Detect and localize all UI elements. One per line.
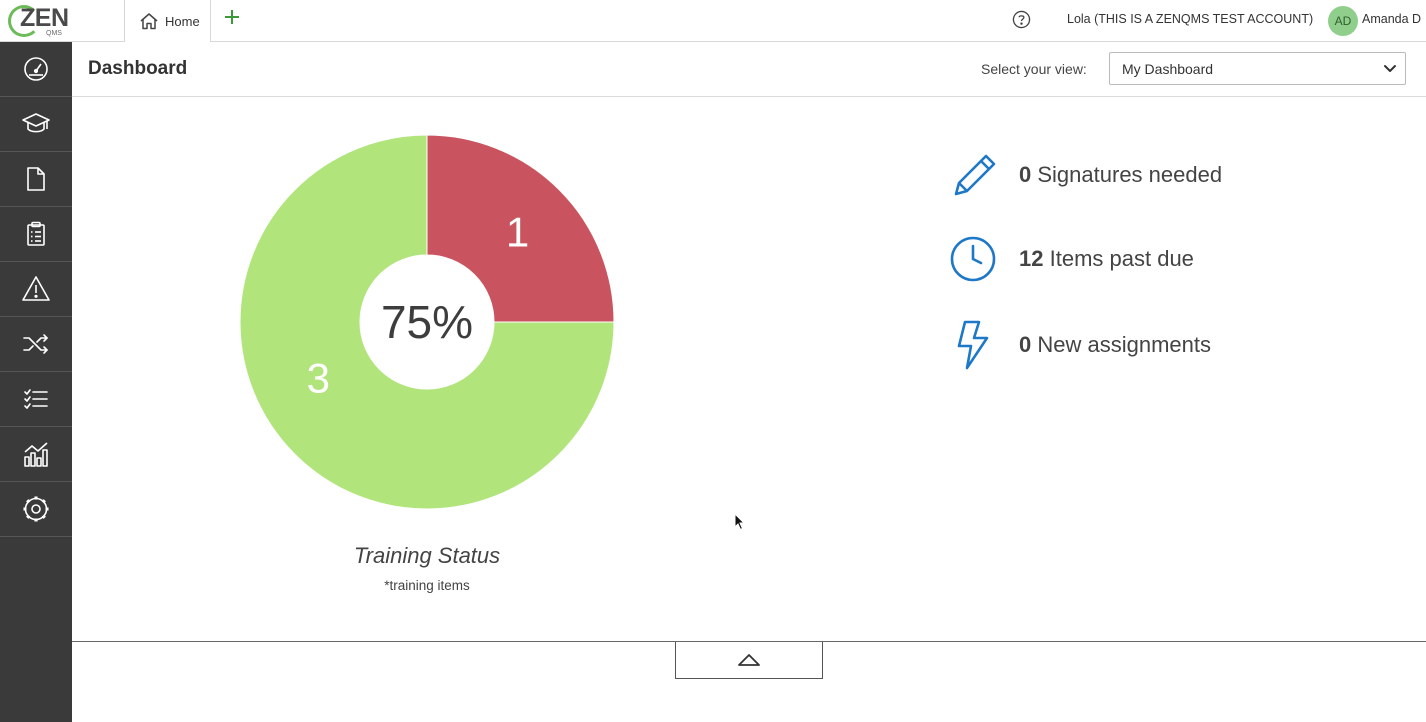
- dashboard-gauge-icon: [24, 57, 48, 81]
- stat-new-assignments[interactable]: 0 New assignments: [948, 320, 1348, 370]
- sidebar: [0, 42, 72, 722]
- analytics-icon: [24, 442, 48, 467]
- chart-subtitle: *training items: [384, 578, 470, 593]
- view-select-value: My Dashboard: [1122, 61, 1214, 77]
- zenqms-logo[interactable]: ZEN QMS: [0, 0, 72, 42]
- add-tab-button[interactable]: [222, 8, 242, 32]
- chevron-up-icon: [738, 654, 760, 666]
- plus-icon: [225, 10, 239, 24]
- donut-svg: 13: [239, 134, 615, 510]
- stat-past-due[interactable]: 12 Items past due: [948, 234, 1348, 284]
- stat-signatures-count: 0: [1019, 162, 1032, 187]
- view-select[interactable]: My Dashboard: [1109, 52, 1406, 85]
- donut-slice-label: 1: [506, 208, 529, 255]
- logo-word: ZEN: [20, 4, 69, 32]
- avatar[interactable]: AD: [1328, 6, 1358, 36]
- training-cap-icon: [22, 113, 50, 133]
- sidebar-item-documents[interactable]: [0, 152, 72, 207]
- clock-icon: [950, 236, 996, 282]
- sidebar-item-change-control[interactable]: [0, 317, 72, 372]
- home-icon: [140, 13, 158, 30]
- stat-signatures[interactable]: 0 Signatures needed: [948, 150, 1348, 200]
- page-header: Dashboard Select your view: My Dashboard: [72, 42, 1426, 97]
- logo-ring-icon: [8, 5, 40, 37]
- stat-past-due-count: 12: [1019, 246, 1044, 271]
- sidebar-item-reports[interactable]: [0, 427, 72, 482]
- user-name[interactable]: Amanda D: [1362, 12, 1422, 26]
- chevron-down-icon: [1384, 65, 1396, 72]
- view-select-label: Select your view:: [981, 61, 1087, 77]
- mouse-cursor-icon: [734, 513, 746, 531]
- sidebar-item-issues[interactable]: [0, 262, 72, 317]
- stat-new-assignments-count: 0: [1019, 332, 1032, 357]
- settings-gear-icon: [23, 496, 49, 522]
- document-icon: [27, 167, 45, 191]
- warning-icon: [22, 276, 50, 301]
- chart-title: Training Status: [353, 543, 501, 568]
- lightning-icon: [957, 320, 989, 370]
- sidebar-item-training[interactable]: [0, 97, 72, 152]
- pencil-icon: [954, 154, 996, 196]
- account-label[interactable]: Lola (THIS IS A ZENQMS TEST ACCOUNT): [1067, 12, 1314, 26]
- donut-slice-label: 3: [307, 354, 330, 401]
- tab-home-label: Home: [165, 13, 200, 29]
- bottom-panel-divider: [72, 641, 1426, 642]
- chart-center-label: 75%: [380, 296, 474, 348]
- tab-home[interactable]: Home: [124, 0, 211, 43]
- sidebar-item-tasks[interactable]: [0, 372, 72, 427]
- sidebar-item-clipboard[interactable]: [0, 207, 72, 262]
- top-bar: ZEN QMS Home Lola (THIS IS A ZENQMS TEST…: [0, 0, 1426, 43]
- panel-toggle-button[interactable]: [675, 642, 823, 679]
- page-title: Dashboard: [88, 58, 188, 79]
- shuffle-icon: [23, 334, 48, 354]
- donut-slice[interactable]: [426, 134, 615, 323]
- sidebar-item-settings[interactable]: [0, 482, 72, 537]
- checklist-icon: [24, 389, 48, 409]
- donut-slice[interactable]: [239, 134, 615, 510]
- sidebar-item-dashboard[interactable]: [0, 42, 72, 97]
- stat-signatures-label: Signatures needed: [1037, 162, 1223, 187]
- stat-past-due-label: Items past due: [1049, 246, 1194, 271]
- avatar-initials: AD: [1334, 14, 1352, 28]
- help-circle-icon[interactable]: [1012, 10, 1031, 29]
- clipboard-checklist-icon: [27, 221, 45, 246]
- logo-sub: QMS: [46, 30, 62, 37]
- stat-new-assignments-label: New assignments: [1037, 332, 1212, 357]
